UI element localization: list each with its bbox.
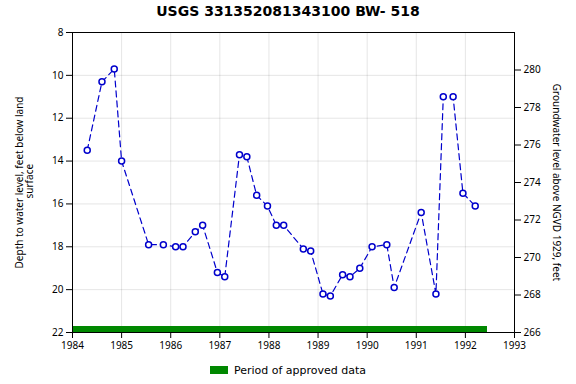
svg-text:1991: 1991: [405, 338, 428, 352]
html-text:Period of approved data: Period of approved data: [233, 363, 367, 377]
svg-text:12: 12: [52, 110, 64, 124]
svg-text:1985: 1985: [110, 338, 133, 352]
svg-text:1989: 1989: [307, 338, 330, 352]
svg-text:1993: 1993: [503, 338, 526, 352]
svg-text:14: 14: [52, 153, 64, 167]
svg-text:1990: 1990: [356, 338, 379, 352]
svg-text:266: 266: [524, 325, 541, 339]
svg-text:18: 18: [52, 239, 64, 253]
svg-text:20: 20: [52, 282, 64, 296]
html-text:USGS 331352081343100 BW- 518: USGS 331352081343100 BW- 518: [156, 3, 420, 19]
svg-text:16: 16: [52, 196, 64, 210]
svg-text:268: 268: [524, 287, 541, 301]
svg-text:272: 272: [524, 212, 541, 226]
svg-text:274: 274: [524, 175, 541, 189]
svg-text:1986: 1986: [159, 338, 182, 352]
svg-text:280: 280: [524, 62, 541, 76]
svg-text:1984: 1984: [61, 338, 84, 352]
svg-text:Depth to water level, feet bel: Depth to water level, feet below land su…: [12, 97, 36, 269]
svg-text:278: 278: [524, 100, 541, 114]
svg-text:10: 10: [52, 68, 64, 82]
svg-text:270: 270: [524, 250, 541, 264]
svg-text:22: 22: [52, 325, 64, 339]
svg-text:1988: 1988: [257, 338, 280, 352]
svg-text:Groundwater level above NGVD 1: Groundwater level above NGVD 1929, feet: [550, 84, 564, 282]
svg-text:276: 276: [524, 137, 541, 151]
svg-text:1987: 1987: [208, 338, 231, 352]
svg-text:8: 8: [58, 25, 64, 39]
svg-text:1992: 1992: [454, 338, 477, 352]
